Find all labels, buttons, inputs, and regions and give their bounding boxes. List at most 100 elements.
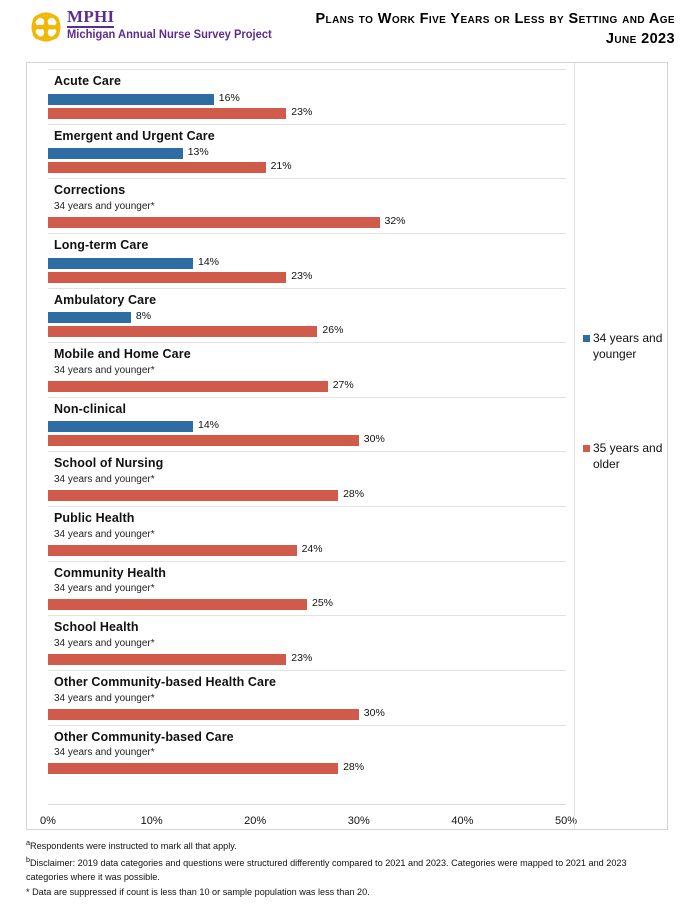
chart-row: Other Community-based Health Care 34 year…: [48, 669, 566, 725]
bar-older: [48, 653, 287, 665]
bar-line: 32%: [48, 215, 566, 228]
row-suppressed-note: 34 years and younger*: [54, 583, 155, 595]
row-bars: 16% 23%: [48, 91, 566, 124]
bar-line: 27%: [48, 379, 566, 392]
bar-line: 21%: [48, 160, 566, 174]
row-category-label: Community Health: [54, 565, 167, 580]
chart-row: Other Community-based Care 34 years and y…: [48, 724, 566, 780]
bar-value-older: 28%: [343, 761, 365, 774]
legend-label-younger: 34 years and younger: [593, 331, 663, 361]
chart-row: Long-term Care 14% 23%: [48, 232, 566, 288]
bar-value-older: 30%: [363, 706, 385, 719]
bar-older: [48, 162, 266, 174]
footnote-star-marker: *: [26, 886, 30, 898]
bar-line: 30%: [48, 433, 566, 447]
mphi-knot-logo-icon: [31, 12, 61, 42]
bar-younger: [48, 312, 131, 324]
page-header: MPHI Michigan Annual Nurse Survey Projec…: [0, 0, 697, 50]
row-bars: 14% 30%: [48, 419, 566, 451]
bar-line: 28%: [48, 488, 566, 501]
chart-row: Emergent and Urgent Care 13% 21%: [48, 123, 566, 179]
x-axis-line: [48, 804, 566, 805]
bar-value-younger: 16%: [218, 91, 240, 104]
bar-line: 23%: [48, 269, 566, 283]
bar-line: 25%: [48, 597, 566, 611]
row-suppressed-note: 34 years and younger*: [54, 528, 155, 540]
row-category-label: Other Community-based Health Care: [54, 674, 277, 689]
row-category-label: Non-clinical: [54, 401, 127, 416]
bar-older: [48, 271, 287, 283]
footnote-b: bDisclaimer: 2019 data categories and qu…: [26, 855, 650, 885]
chart-row: School Health 34 years and younger* 23%: [48, 615, 566, 670]
row-category-label: Long-term Care: [54, 237, 149, 252]
x-axis-tick: 0%: [40, 815, 56, 827]
row-category-label: Mobile and Home Care: [54, 347, 191, 362]
chart-plot-area: Acute Care 16% 23% Emergent and Urgent Care…: [27, 63, 667, 829]
legend-swatch-younger-icon: [583, 335, 590, 342]
row-category-label: Corrections: [54, 183, 126, 198]
row-category-label: School of Nursing: [54, 456, 164, 471]
bar-older: [48, 380, 328, 392]
mphi-tagline: Michigan Annual Nurse Survey Project: [67, 29, 272, 41]
bar-value-older: 23%: [291, 105, 313, 118]
x-axis-tick: 50%: [554, 815, 578, 827]
row-bars: 14% 23%: [48, 255, 566, 288]
bar-younger: [48, 93, 214, 105]
x-axis-tick: 20%: [244, 815, 267, 827]
row-suppressed-note: 34 years and younger*: [54, 637, 155, 649]
bar-line: 26%: [48, 324, 566, 338]
chart-row: Community Health 34 years and younger* 25%: [48, 560, 566, 616]
bar-younger: [48, 148, 183, 160]
bar-line: 13%: [48, 146, 566, 160]
bar-value-older: 25%: [312, 597, 334, 610]
chart-panel: Acute Care 16% 23% Emergent and Urgent Care…: [26, 62, 668, 830]
chart-row: Mobile and Home Care 34 years and younger…: [48, 342, 566, 397]
bar-older: [48, 107, 287, 119]
bar-line: 14%: [48, 419, 566, 433]
chart-row: Non-clinical 14% 30%: [48, 396, 566, 452]
bar-value-older: 24%: [301, 542, 323, 555]
row-category-label: School Health: [54, 620, 139, 635]
bar-older: [48, 763, 339, 775]
bar-line: 14%: [48, 255, 566, 269]
chart-row: Acute Care 16% 23%: [48, 69, 566, 124]
chart-legend: 34 years and younger 35 years and older: [574, 63, 668, 829]
chart-subtitle: June 2023: [605, 30, 675, 47]
bar-older: [48, 435, 359, 447]
row-suppressed-note: 34 years and younger*: [54, 364, 155, 376]
x-axis-labels: 0% 10% 20% 30% 40% 50%: [27, 809, 667, 827]
row-category-label: Emergent and Urgent Care: [54, 128, 215, 143]
bar-line: 8%: [48, 310, 566, 324]
row-bars: 32%: [48, 215, 566, 233]
mphi-logo: MPHI Michigan Annual Nurse Survey Projec…: [28, 8, 278, 45]
footnote-b-marker: b: [26, 854, 31, 864]
bar-value-younger: 14%: [198, 419, 220, 432]
legend-item-older: 35 years and older: [583, 441, 665, 472]
footnote-a-text: Respondents were instructed to mark all …: [30, 841, 237, 853]
bar-value-older: 28%: [343, 488, 365, 500]
chart-rows: Acute Care 16% 23% Emergent and Urgent Care…: [48, 69, 566, 779]
bar-value-older: 23%: [291, 269, 313, 282]
legend-item-younger: 34 years and younger: [583, 331, 665, 362]
chart-row: Corrections 34 years and younger* 32%: [48, 178, 566, 233]
footnotes: aRespondents were instructed to mark all…: [26, 838, 676, 900]
chart-title: Plans to Work Five Years or Less by Sett…: [315, 11, 675, 27]
bar-line: 16%: [48, 91, 566, 105]
x-axis-tick: 40%: [451, 815, 474, 827]
bar-value-younger: 14%: [198, 255, 220, 268]
bar-older: [48, 216, 380, 228]
bar-older: [48, 599, 307, 611]
chart-row: Public Health 34 years and younger* 24%: [48, 506, 566, 561]
row-bars: 24%: [48, 542, 566, 561]
row-bars: 13% 21%: [48, 146, 566, 178]
row-category-label: Acute Care: [54, 74, 121, 88]
mphi-logo-text: MPHI Michigan Annual Nurse Survey Projec…: [67, 8, 278, 42]
bar-line: 30%: [48, 706, 566, 720]
row-bars: 28%: [48, 761, 566, 779]
footnote-a: aRespondents were instructed to mark all…: [26, 838, 650, 854]
footnote-a-marker: a: [26, 838, 31, 847]
x-axis-tick: 30%: [347, 815, 370, 827]
footnote-b-text: Disclaimer: 2019 data categories and que…: [26, 858, 627, 883]
bar-older: [48, 490, 339, 501]
row-bars: 23%: [48, 652, 566, 670]
